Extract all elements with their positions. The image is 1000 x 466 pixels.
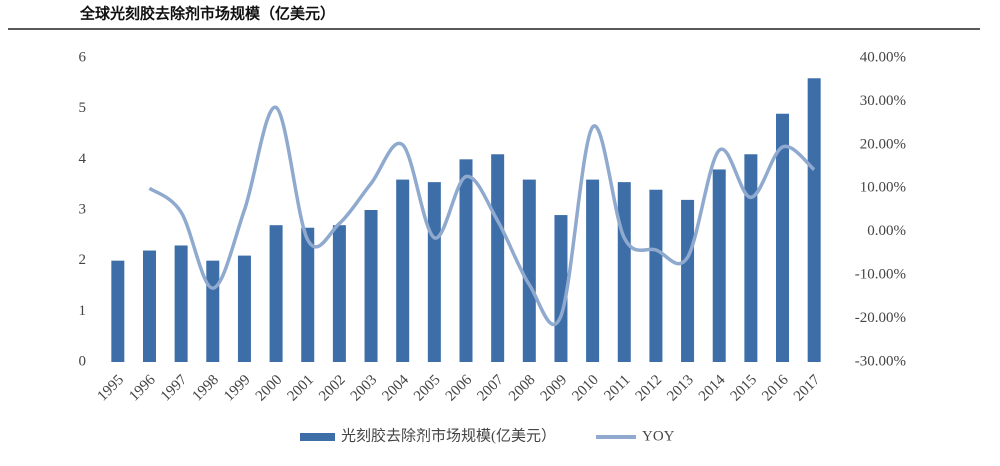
bar [681, 199, 695, 362]
y2-tick-label: 40.00% [860, 49, 906, 65]
x-tick-label: 2006 [443, 372, 476, 405]
x-tick-label: 2000 [253, 372, 286, 405]
legend-swatch [300, 433, 335, 441]
y2-tick-label: -30.00% [855, 353, 906, 369]
x-tick-label: 2002 [316, 372, 349, 405]
y2-tick-label: 20.00% [860, 136, 906, 152]
x-tick-label: 2005 [411, 372, 444, 405]
x-tick-label: 2003 [348, 372, 381, 405]
bar [396, 179, 410, 362]
bar [617, 182, 631, 362]
y-tick-label: 6 [79, 49, 87, 65]
y2-tick-label: 0.00% [867, 223, 906, 239]
bar [269, 225, 283, 362]
y-tick-label: 2 [79, 252, 87, 268]
bar [649, 189, 663, 362]
x-tick-label: 2017 [791, 372, 824, 405]
x-tick-label: 1999 [221, 372, 254, 405]
x-tick-label: 2001 [284, 372, 317, 405]
bar [427, 182, 441, 362]
y2-tick-label: 30.00% [860, 93, 906, 109]
x-tick-label: 2012 [633, 372, 666, 405]
y2-tick-label: -20.00% [855, 310, 906, 326]
bar [744, 154, 758, 362]
bar [111, 260, 125, 362]
y-tick-label: 3 [79, 201, 87, 217]
bar [522, 179, 536, 362]
x-tick-label: 2014 [696, 372, 729, 405]
y2-tick-label: 10.00% [860, 180, 906, 196]
bar [332, 225, 346, 362]
chart-title: 全球光刻胶去除剂市场规模（亿美元） [79, 5, 335, 23]
x-tick-label: 2004 [379, 372, 412, 405]
x-tick-label: 2010 [569, 372, 602, 405]
y-tick-label: 4 [79, 151, 87, 167]
bar [301, 227, 315, 362]
bar [554, 215, 568, 362]
x-tick-label: 1997 [158, 372, 191, 405]
bar [807, 78, 821, 363]
bar [459, 159, 473, 362]
bar [206, 260, 220, 362]
x-tick-label: 1998 [190, 372, 223, 405]
y-tick-label: 5 [79, 100, 87, 116]
x-tick-label: 2008 [506, 372, 539, 405]
x-tick-label: 2009 [538, 372, 571, 405]
x-tick-label: 1995 [95, 372, 128, 405]
bar [586, 179, 600, 362]
bar [776, 113, 790, 362]
x-tick-label: 2011 [601, 372, 633, 404]
x-tick-label: 2007 [474, 372, 507, 405]
y-tick-label: 1 [79, 303, 87, 319]
bar [364, 210, 378, 362]
y-tick-label: 0 [79, 353, 87, 369]
bar [142, 250, 156, 362]
bar [712, 169, 726, 362]
bar [174, 245, 188, 362]
bar [237, 255, 251, 362]
line [148, 105, 816, 327]
x-tick-label: 2016 [759, 372, 792, 405]
x-tick-label: 2015 [728, 372, 761, 405]
x-tick-label: 1996 [126, 372, 159, 405]
x-tick-label: 2013 [664, 372, 697, 405]
y2-tick-label: -10.00% [855, 267, 906, 283]
legend-label: YOY [642, 428, 675, 444]
legend-label: 光刻胶去除剂市场规模(亿美元） [341, 427, 556, 444]
bar [491, 154, 505, 362]
